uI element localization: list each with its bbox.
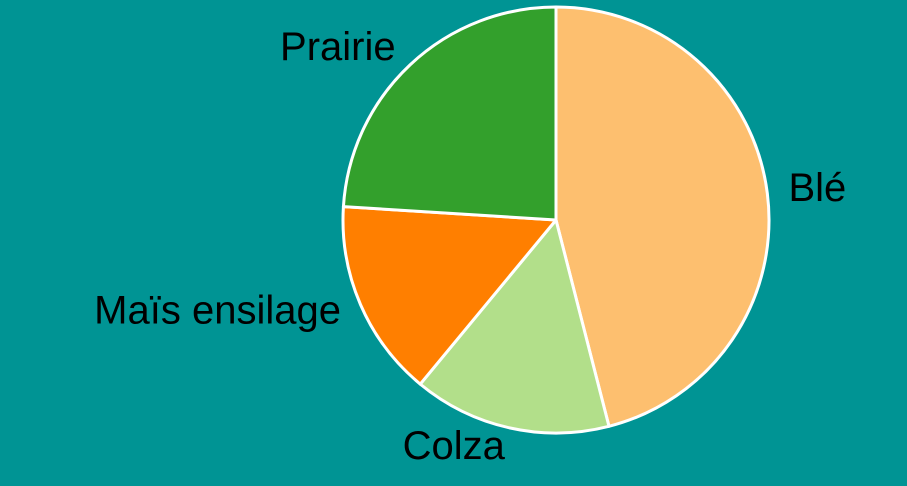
slice-label: Blé [788, 166, 846, 210]
pie-slice [418, 218, 611, 435]
pie-slice [554, 5, 771, 428]
slice-label: Colza [403, 424, 506, 468]
pie-slice [341, 205, 558, 386]
slice-label: Prairie [280, 25, 396, 69]
pie-slice [341, 5, 558, 222]
slice-label: Maïs ensilage [94, 289, 341, 333]
